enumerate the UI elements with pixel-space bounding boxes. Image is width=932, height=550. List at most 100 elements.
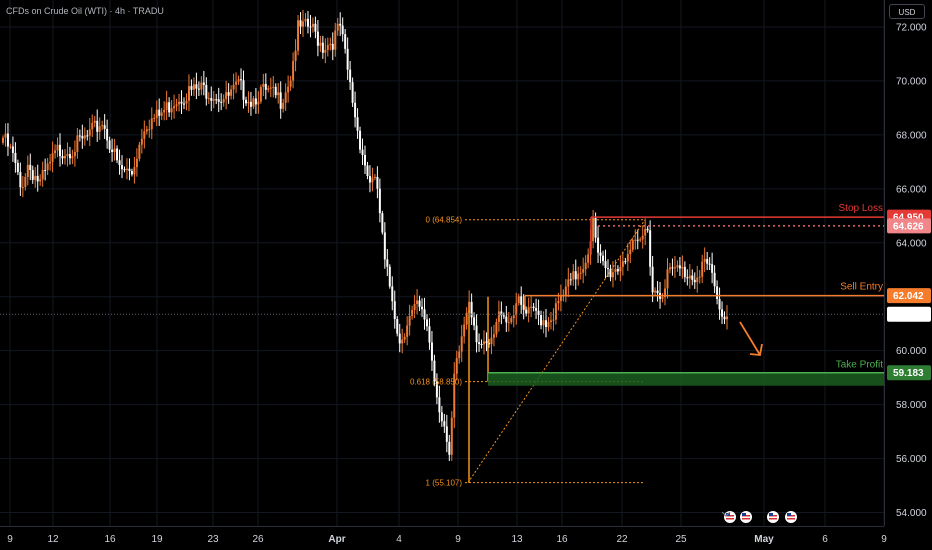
candle-body xyxy=(9,146,12,148)
candle-body xyxy=(269,87,272,89)
candle-body xyxy=(44,170,47,172)
candle-body xyxy=(41,170,44,180)
candle-body xyxy=(336,23,339,31)
candle-body xyxy=(59,144,62,157)
candle-body xyxy=(421,306,424,310)
candle-body xyxy=(232,84,235,90)
candle-body xyxy=(354,102,357,118)
event-icons[interactable] xyxy=(721,511,797,523)
candle-body xyxy=(165,102,168,110)
symbol-title: CFDs on Crude Oil (WTI) · 4h · TRADU xyxy=(6,6,164,16)
candle-body xyxy=(569,279,572,281)
fib-level-label: 0.618 (58.850) xyxy=(410,378,462,387)
candle-body xyxy=(401,339,404,344)
candle-body xyxy=(344,34,347,49)
candle-body xyxy=(619,266,622,272)
candle-body xyxy=(460,336,463,352)
candle-body xyxy=(121,165,124,170)
candle-body xyxy=(465,312,468,325)
candle-body xyxy=(599,252,602,256)
candle-body xyxy=(527,307,530,314)
trade-drawings[interactable]: 0 (64.854) 0.618 (58.850) 1 (55.107) Stop L… xyxy=(0,203,884,488)
candle-body xyxy=(366,165,369,177)
candle-body xyxy=(247,101,250,104)
candle-body xyxy=(16,162,19,173)
candle-body xyxy=(91,122,94,130)
dotted-level-price-badge: 64.626 xyxy=(893,221,924,232)
candle-body xyxy=(552,319,555,321)
flag-icon[interactable] xyxy=(785,511,797,523)
candle-body xyxy=(225,92,228,100)
candle-body xyxy=(398,333,401,344)
candle-body xyxy=(378,188,381,214)
y-tick-label: 66.000 xyxy=(896,184,927,195)
take-profit-zone[interactable] xyxy=(488,372,884,386)
candle-body xyxy=(487,342,490,345)
candle-body xyxy=(118,160,121,166)
candle-body xyxy=(480,343,483,345)
candle-body xyxy=(698,276,701,278)
candle-body xyxy=(686,277,689,279)
candle-body xyxy=(349,69,352,83)
candle-body xyxy=(468,301,471,313)
candle-body xyxy=(403,336,406,340)
flag-icon[interactable] xyxy=(767,511,779,523)
candle-body xyxy=(21,187,24,189)
price-axis[interactable]: 54.00056.00058.00060.00062.00064.00066.0… xyxy=(884,0,928,526)
y-tick-label: 60.000 xyxy=(896,346,927,357)
candle-body xyxy=(61,156,64,159)
candle-body xyxy=(463,324,466,337)
candle-body xyxy=(36,175,39,182)
flag-icon[interactable] xyxy=(740,511,752,523)
x-tick-label: 9 xyxy=(455,534,461,545)
candle-body xyxy=(2,137,4,143)
candle-body xyxy=(200,82,203,90)
candle-body xyxy=(470,301,473,318)
candle-body xyxy=(230,89,233,96)
fib-trend-line[interactable] xyxy=(467,219,646,483)
candle-body xyxy=(86,135,89,137)
candle-body xyxy=(207,97,210,99)
candle-body xyxy=(262,83,265,88)
candle-body xyxy=(602,255,605,262)
candle-body xyxy=(78,135,81,137)
candle-body xyxy=(168,102,171,113)
candle-body xyxy=(616,268,619,272)
current-price-badge-bg xyxy=(887,306,931,322)
x-tick-label: 13 xyxy=(511,534,523,545)
candle-body xyxy=(388,266,391,287)
candle-body xyxy=(71,156,74,159)
candle-body xyxy=(512,315,515,319)
candle-body xyxy=(711,264,714,273)
candle-body xyxy=(39,179,42,182)
candle-body xyxy=(547,321,550,328)
candle-body xyxy=(158,109,161,116)
candle-body xyxy=(111,149,114,153)
candle-body xyxy=(148,129,151,131)
candle-body xyxy=(391,286,394,302)
candle-body xyxy=(215,99,218,101)
candle-body xyxy=(530,306,533,308)
currency-selector[interactable]: USD xyxy=(889,4,925,19)
take-profit-label: Take Profit xyxy=(836,360,883,371)
candle-body xyxy=(334,30,337,50)
candle-body xyxy=(606,268,609,270)
candle-body xyxy=(103,125,106,129)
down-arrow-icon xyxy=(739,321,763,356)
candle-body xyxy=(34,175,37,180)
time-axis[interactable]: 9 12 16 19 23 26 Apr 4 9 13 16 22 25 May 6 9 xyxy=(0,526,887,546)
candle-body xyxy=(661,296,664,299)
event-cluster-icon[interactable] xyxy=(721,511,731,517)
candle-body xyxy=(651,266,654,293)
candle-body xyxy=(726,316,728,320)
candle-body xyxy=(411,309,414,316)
candle-body xyxy=(289,80,292,87)
candle-body xyxy=(495,321,498,335)
stop-loss-label: Stop Loss xyxy=(839,203,883,214)
candle-body xyxy=(287,86,290,93)
candle-body xyxy=(235,81,238,85)
candle-body xyxy=(128,168,131,172)
candle-body xyxy=(106,128,109,141)
candle-body xyxy=(497,311,500,322)
